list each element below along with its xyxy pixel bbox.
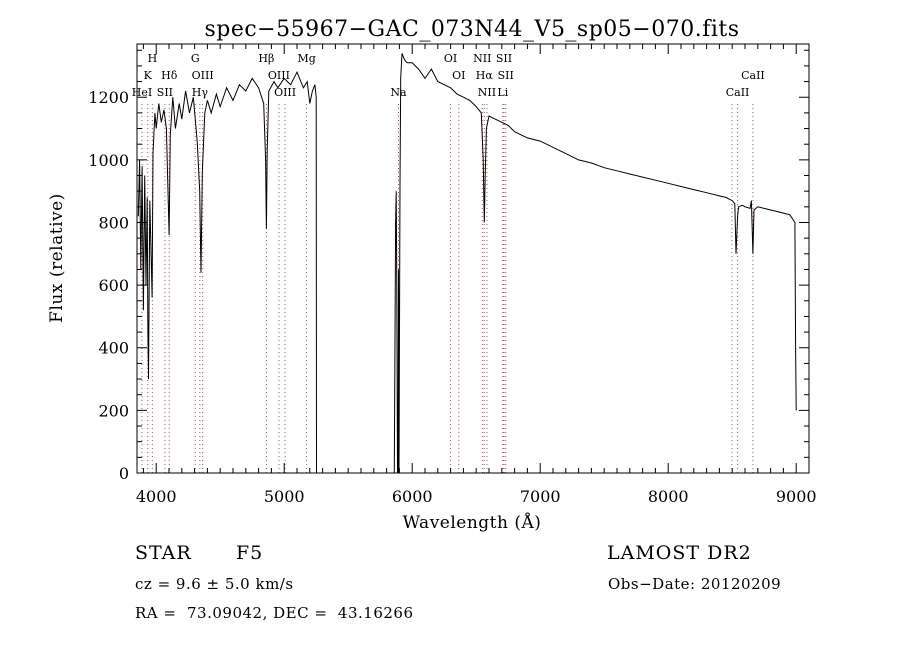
x-axis-label: Wavelength (Å) xyxy=(403,512,542,533)
line-annotation: NII xyxy=(473,52,491,65)
line-annotation: SII xyxy=(498,69,514,82)
line-annotation: NII xyxy=(478,86,496,99)
line-markers xyxy=(141,104,754,473)
x-tick-label: 6000 xyxy=(392,487,433,506)
redshift-line: cz = 9.6 ± 5.0 km/s xyxy=(135,575,294,593)
chart-title: spec−55967−GAC_073N44_V5_sp05−070.fits xyxy=(204,17,739,42)
y-axis-label: Flux (relative) xyxy=(47,193,67,323)
line-annotation: K xyxy=(144,69,153,82)
line-annotation: Na xyxy=(390,86,407,99)
line-annotation: OIII xyxy=(192,69,214,82)
spectrum-line xyxy=(137,53,797,474)
y-tick-label: 400 xyxy=(98,339,129,358)
y-axis: 0 200 400 600 800 1000 1200 xyxy=(88,49,809,483)
line-annotation: CaII xyxy=(741,69,765,82)
line-annotation: Hβ xyxy=(258,52,274,65)
line-annotation: SII xyxy=(157,86,173,99)
coordinates-line: RA = 73.09042, DEC = 43.16266 xyxy=(135,604,414,622)
line-annotation: SII xyxy=(496,52,512,65)
y-tick-label: 0 xyxy=(119,464,129,483)
line-annotation: Hγ xyxy=(192,86,209,99)
line-annotation: Li xyxy=(497,86,508,99)
x-tick-label: 8000 xyxy=(648,487,689,506)
x-axis: 4000 5000 6000 7000 8000 9000 xyxy=(136,44,817,506)
line-annotation: Hα xyxy=(476,69,494,82)
obs-date-line: Obs−Date: 20120209 xyxy=(608,575,782,593)
x-tick-label: 4000 xyxy=(136,487,177,506)
line-annotation: OIII xyxy=(268,69,290,82)
line-annotation: OI xyxy=(452,69,465,82)
subclass: F5 xyxy=(236,542,264,564)
x-tick-label: 7000 xyxy=(520,487,561,506)
line-annotation: Hδ xyxy=(161,69,178,82)
line-annotation: Mg xyxy=(297,52,315,65)
line-annotation: CaII xyxy=(726,86,750,99)
y-tick-label: 600 xyxy=(98,276,129,295)
line-annotation: H xyxy=(148,52,158,65)
survey-name: LAMOST DR2 xyxy=(607,542,752,564)
line-annotation: G xyxy=(191,52,200,65)
x-tick-label: 5000 xyxy=(264,487,305,506)
line-annotation: OIII xyxy=(274,86,296,99)
y-tick-label: 200 xyxy=(98,401,129,420)
plot-frame xyxy=(136,43,810,474)
y-tick-label: 1200 xyxy=(88,88,129,107)
x-tick-label: 9000 xyxy=(776,487,817,506)
y-tick-label: 800 xyxy=(98,213,129,232)
y-tick-label: 1000 xyxy=(88,151,129,170)
object-class: STAR xyxy=(135,542,192,564)
line-annotation: OI xyxy=(444,52,457,65)
